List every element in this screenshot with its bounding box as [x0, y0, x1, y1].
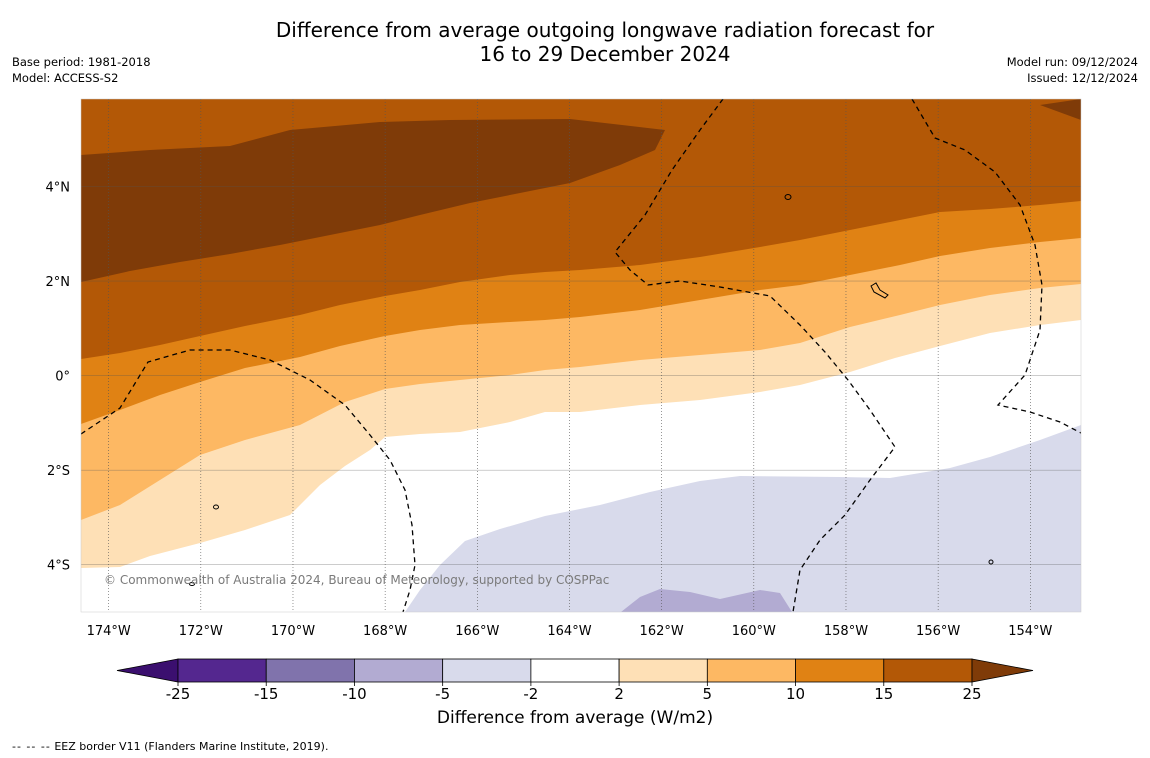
- title-line-1: Difference from average outgoing longwav…: [275, 18, 935, 42]
- lat-tick-label: 2°S: [47, 464, 70, 479]
- chart-title: Difference from average outgoing longwav…: [200, 18, 1010, 66]
- lon-tick-label: 164°W: [547, 624, 591, 639]
- lat-tick-label: 4°N: [46, 180, 71, 195]
- lon-tick-label: 166°W: [455, 624, 499, 639]
- band-minus-5-to-minus-10: [621, 589, 792, 612]
- footnote-text: EEZ border V11 (Flanders Marine Institut…: [54, 740, 329, 753]
- lat-tick-label: 0°: [55, 370, 70, 385]
- anomaly-field: [81, 99, 1081, 612]
- eez-border-east: [911, 99, 1081, 434]
- colorbar-segment: [706, 658, 796, 683]
- model-name: Model: ACCESS-S2: [12, 71, 119, 85]
- lat-tick-label: 2°N: [46, 275, 71, 290]
- colorbar-extend-low: [116, 658, 179, 683]
- colorbar-segment: [618, 658, 708, 683]
- lon-tick-label: 160°W: [732, 624, 776, 639]
- band-minus-2-to-minus-5: [405, 425, 1081, 612]
- island-small-3: [988, 559, 994, 565]
- colorbar-segment: [530, 658, 620, 683]
- colorbar-level-label: -25: [166, 685, 191, 703]
- colorbar-level-label: -10: [342, 685, 367, 703]
- colorbar-level-label: 15: [874, 685, 893, 703]
- colorbar-segment: [354, 658, 444, 683]
- eez-borders: [81, 99, 1081, 612]
- longitude-labels: 174°W 172°W 170°W 168°W 166°W 164°W 162°W 160°W…: [87, 624, 1053, 639]
- colorbar: -25 -15 -10 -5 -2 2 5 10 15 25: [116, 658, 1034, 703]
- island-howland: [784, 194, 792, 200]
- colorbar-level-label: -15: [254, 685, 279, 703]
- colorbar-level-label: 25: [962, 685, 981, 703]
- eez-border-central: [614, 99, 896, 612]
- eez-legend-dashes: -- -- --: [12, 740, 51, 753]
- footnote: -- -- -- EEZ border V11 (Flanders Marine…: [12, 740, 328, 753]
- lon-tick-label: 162°W: [640, 624, 684, 639]
- colorbar-segment: [265, 658, 355, 683]
- colorbar-level-label: 2: [614, 685, 624, 703]
- colorbar-segment: [442, 658, 532, 683]
- lon-tick-label: 172°W: [179, 624, 223, 639]
- copyright-text: © Commonwealth of Australia 2024, Bureau…: [104, 573, 609, 587]
- lon-tick-label: 156°W: [916, 624, 960, 639]
- base-period: Base period: 1981-2018: [12, 55, 151, 69]
- latitude-labels: 4°N 2°N 0° 2°S 4°S: [46, 180, 71, 573]
- model-run: Model run: 09/12/2024: [1006, 55, 1138, 69]
- eez-border-west: [81, 349, 416, 612]
- islands: [189, 194, 994, 586]
- lon-tick-label: 168°W: [363, 624, 407, 639]
- lon-tick-label: 170°W: [271, 624, 315, 639]
- lon-tick-label: 158°W: [824, 624, 868, 639]
- band-above-25: [81, 119, 665, 282]
- island-small-1: [213, 504, 219, 510]
- island-kiritimati: [870, 282, 889, 299]
- issued-date: Issued: 12/12/2024: [1027, 71, 1138, 85]
- title-line-2: 16 to 29 December 2024: [479, 42, 731, 66]
- island-small-2: [189, 582, 195, 586]
- colorbar-segment: [795, 658, 885, 683]
- meta-right: Model run: 09/12/2024 Issued: 12/12/2024: [1007, 54, 1138, 86]
- colorbar-level-label: 5: [703, 685, 713, 703]
- colorbar-segment: [177, 658, 267, 683]
- map-frame: [80, 98, 1082, 613]
- gridlines: [81, 99, 1081, 612]
- colorbar-title: Difference from average (W/m2): [436, 708, 714, 728]
- colorbar-level-label: 10: [786, 685, 805, 703]
- band-above-25-east: [1040, 99, 1081, 120]
- colorbar-level-label: -2: [523, 685, 538, 703]
- lon-tick-label: 174°W: [87, 624, 131, 639]
- colorbar-segment: [883, 658, 973, 683]
- meta-left: Base period: 1981-2018 Model: ACCESS-S2: [12, 54, 151, 86]
- lat-tick-label: 4°S: [47, 559, 70, 574]
- lon-tick-label: 154°W: [1008, 624, 1052, 639]
- colorbar-extend-high: [971, 658, 1034, 683]
- colorbar-level-label: -5: [435, 685, 450, 703]
